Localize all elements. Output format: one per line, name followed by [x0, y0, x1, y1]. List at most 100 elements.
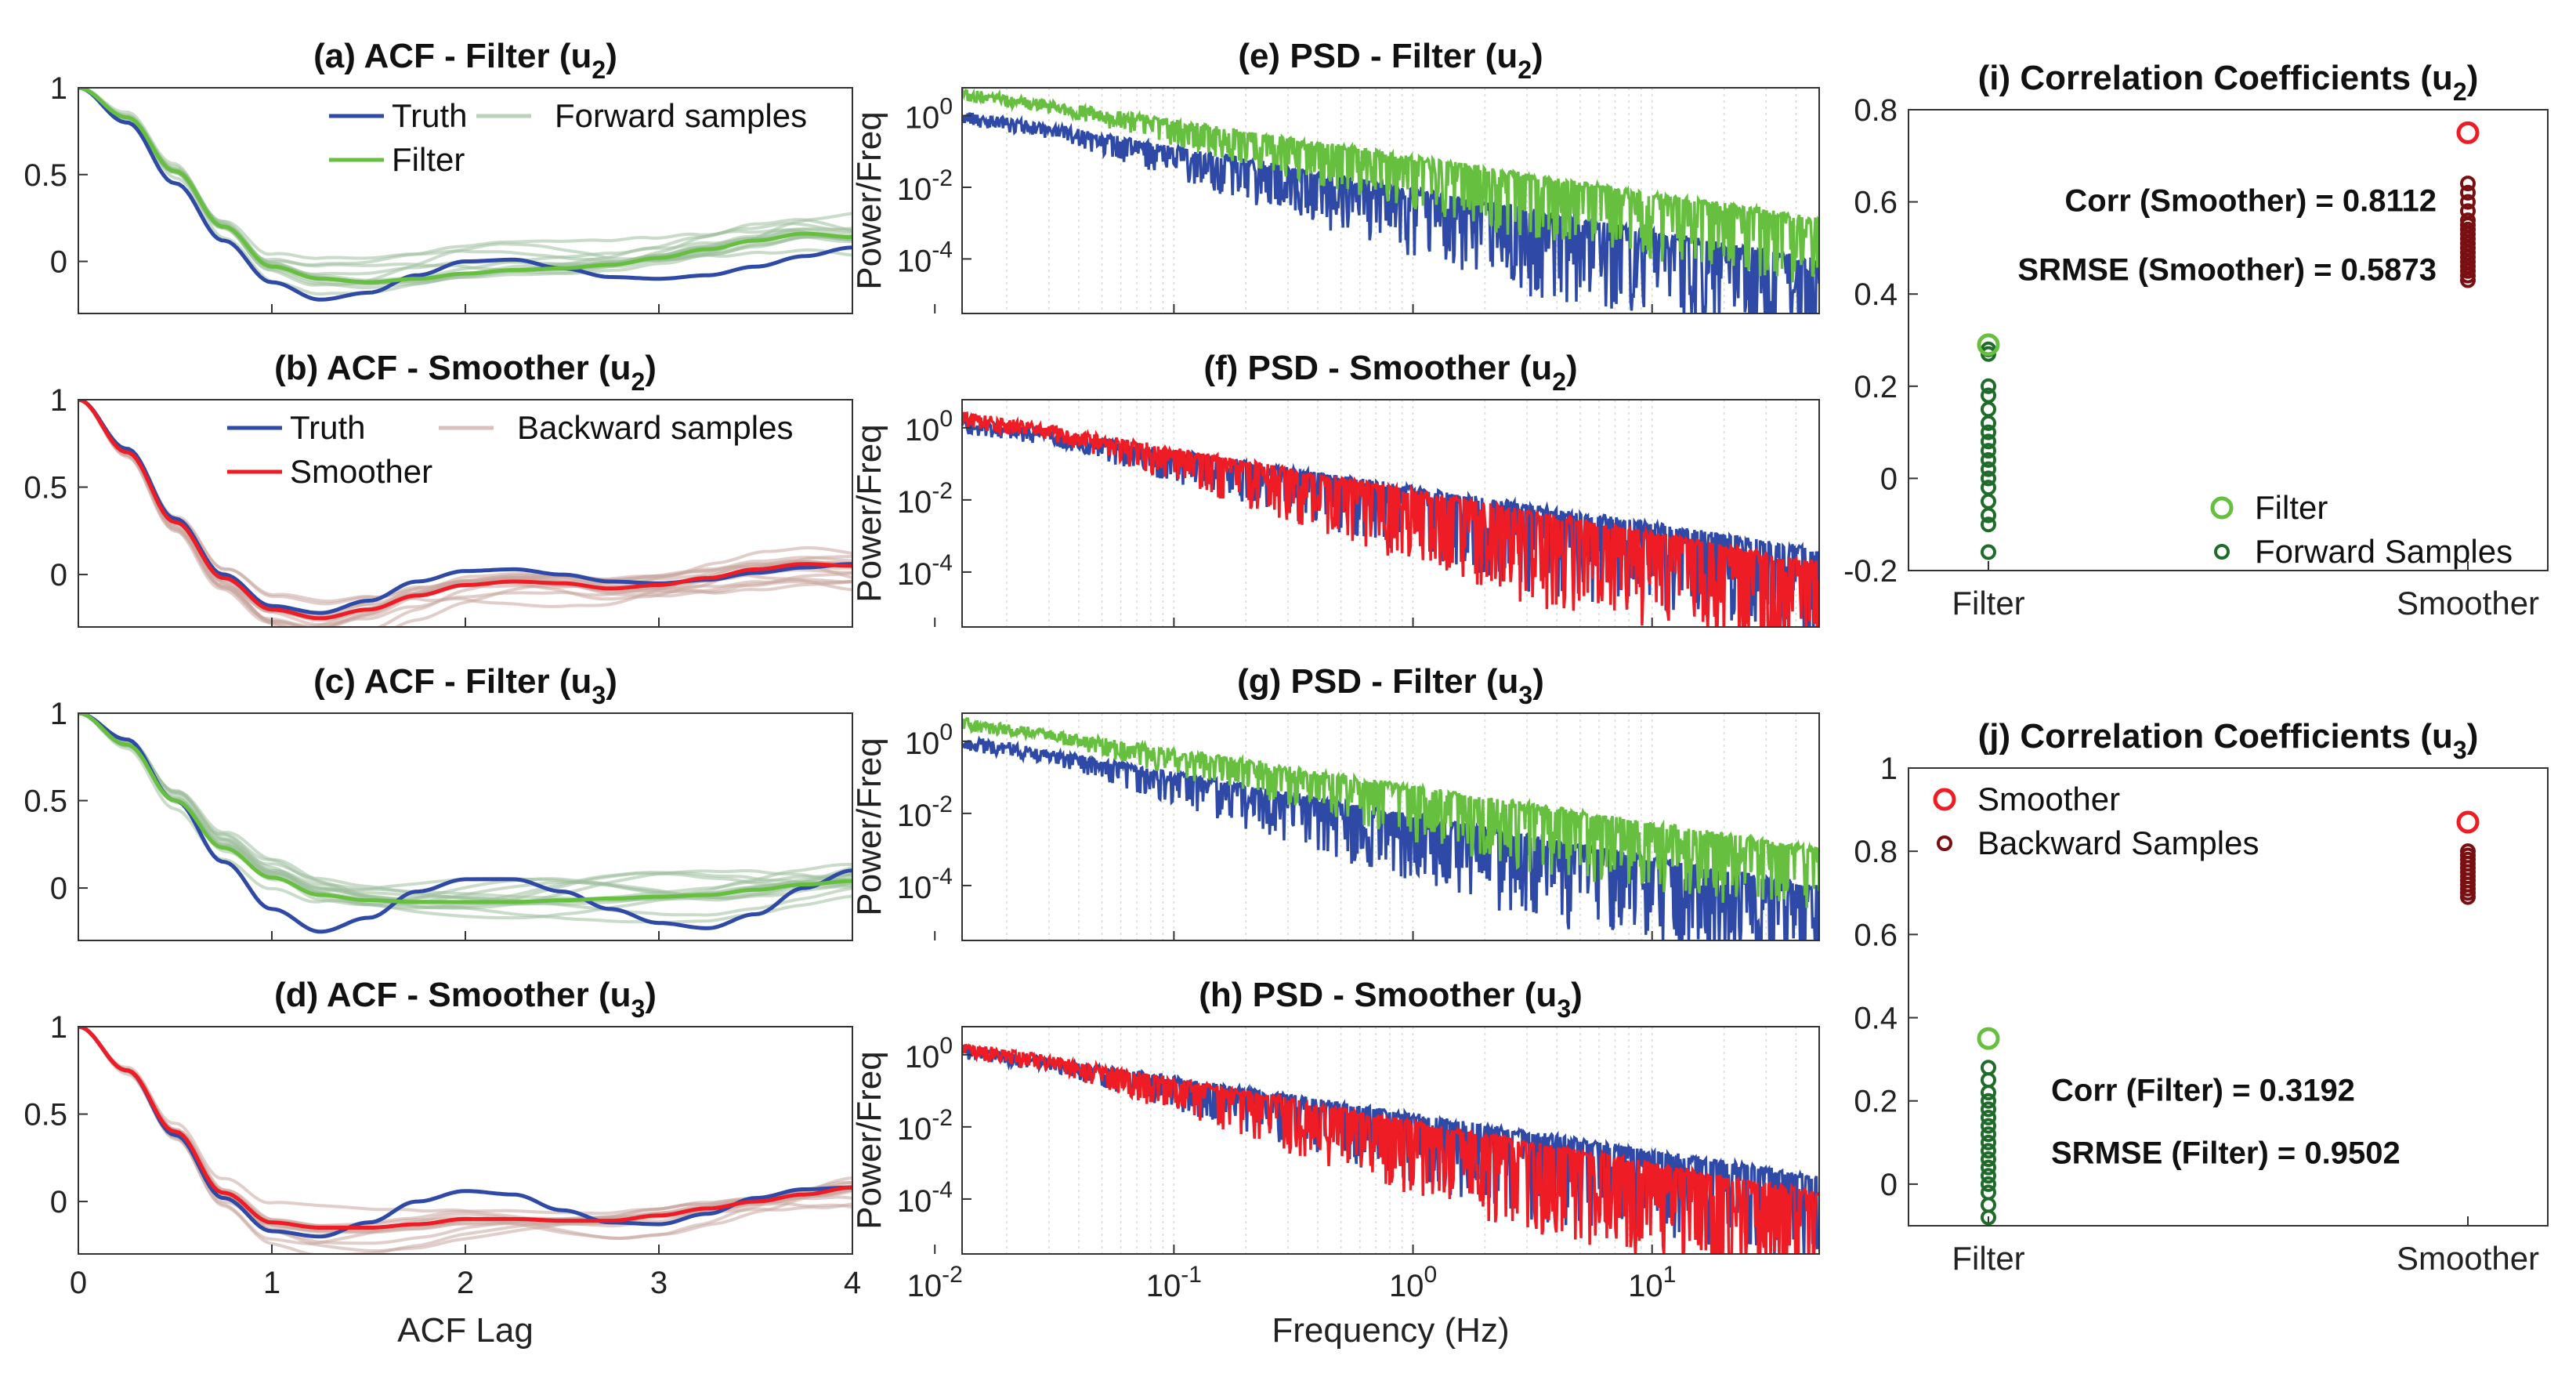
x-tick-label: 0	[70, 1266, 87, 1300]
y-tick-label: 100	[905, 1033, 953, 1074]
title-close: )	[2467, 59, 2479, 97]
plot-lines	[78, 88, 852, 302]
x-tick-label: 4	[844, 1266, 861, 1300]
y-tick-label: 0.2	[1854, 370, 1898, 404]
legend-label-estimate: Filter	[392, 141, 465, 178]
tick-base: 10	[897, 871, 932, 905]
forward-sample-point	[1981, 1101, 1996, 1118]
plot-lines	[962, 88, 1819, 313]
tick-exponent: -4	[932, 1177, 953, 1203]
backward-sample-point	[2460, 176, 2476, 192]
tick-exponent: 0	[939, 719, 953, 745]
plot-lines	[962, 717, 1819, 940]
y-tick-label: 0.5	[24, 471, 67, 506]
tick-base: 10	[905, 1040, 940, 1074]
forward-sample-point	[1981, 1118, 1996, 1134]
title-close: )	[1532, 662, 1544, 701]
panel-title-d: (d) ACF - Smoother (u3)	[274, 976, 657, 1023]
forward-sample-point	[1981, 451, 1996, 468]
annotation-corr: Corr (Smoother) = 0.8112	[2064, 183, 2437, 218]
legend-marker-samples	[2214, 544, 2230, 560]
tick-base: 10	[907, 1269, 942, 1303]
title-subscript: 2	[631, 368, 645, 396]
plot-lines	[962, 411, 1819, 627]
x-axis-label: Frequency (Hz)	[1272, 1311, 1509, 1350]
tick-exponent: -2	[932, 478, 953, 504]
series-line-filter	[78, 88, 852, 284]
legend-label-estimate: Smoother	[1977, 781, 2120, 817]
forward-sample-point	[1981, 443, 1996, 459]
legend: Smoother Backward Samples	[1933, 781, 2259, 861]
axes-frame	[1908, 109, 2549, 571]
series-line-truth	[78, 88, 852, 302]
axes-frame	[961, 87, 1820, 314]
legend-label-samples: Backward samples	[517, 409, 793, 446]
y-tick-label: 0	[50, 1185, 67, 1219]
legend: Truth Filter Forward samples	[329, 97, 807, 178]
title-main: (f) PSD - Smoother (u	[1203, 349, 1552, 387]
y-tick-label: 0	[50, 871, 67, 906]
y-tick-label: 10-2	[897, 478, 953, 520]
title-close: )	[1532, 37, 1543, 75]
sample-line	[78, 713, 852, 910]
tick-base: 10	[897, 485, 932, 520]
tick-base: 10	[905, 727, 940, 761]
axes-frame	[78, 87, 853, 314]
y-tick-label: 0.6	[1854, 186, 1898, 220]
series-line-truth	[78, 713, 852, 934]
tick-exponent: 0	[939, 406, 953, 432]
y-tick-label: 0.5	[24, 785, 67, 819]
y-tick-label: 0.4	[1854, 277, 1898, 312]
tick-exponent: -2	[932, 165, 953, 191]
forward-sample-point	[1981, 1159, 1996, 1176]
series-line-filter	[962, 88, 1819, 283]
plot-lines	[78, 1027, 852, 1254]
forward-sample-point	[1981, 1109, 1996, 1125]
tick-exponent: 1	[1663, 1262, 1677, 1288]
title-subscript: 3	[592, 681, 606, 709]
title-close: )	[645, 976, 657, 1014]
forward-sample-point	[1981, 1085, 1996, 1101]
legend-label-samples: Backward Samples	[1977, 824, 2259, 861]
tick-exponent: 0	[939, 94, 953, 120]
y-tick-label: 0	[50, 245, 67, 280]
x-tick-label: 10-1	[1146, 1262, 1202, 1303]
filter-point	[1977, 1027, 2000, 1050]
title-close: )	[1571, 976, 1583, 1014]
y-tick-label: 0.2	[1854, 1085, 1898, 1119]
title-main: (c) ACF - Filter (u	[313, 662, 592, 701]
legend-label-estimate: Smoother	[290, 453, 432, 490]
tick-base: 10	[1389, 1269, 1424, 1303]
tick-base: 10	[897, 557, 932, 592]
title-main: (b) ACF - Smoother (u	[274, 349, 631, 387]
tick-exponent: -4	[932, 864, 953, 890]
forward-sample-point	[1981, 1176, 1996, 1192]
y-tick-label: 0.5	[24, 1098, 67, 1132]
y-tick-label: 0	[1880, 1168, 1898, 1202]
tick-base: 10	[897, 172, 932, 207]
panel-title-e: (e) PSD - Filter (u2)	[1238, 37, 1543, 84]
y-tick-label: 1	[50, 697, 67, 731]
corr-panel-i: 0.8 0.6 0.4 0.2 0 -0.2 Filter Smoother Filter For…	[1843, 93, 2548, 621]
title-main: (j) Correlation Coefficients (u	[1978, 717, 2453, 756]
title-subscript: 2	[1518, 56, 1532, 84]
acf-panel-a: 1 0.5 0 Truth Filter Forward samples	[24, 71, 853, 313]
annotation-srmse: SRMSE (Smoother) = 0.5873	[2017, 253, 2437, 288]
axes-frame	[78, 399, 853, 628]
y-tick-label: 0.6	[1854, 918, 1898, 952]
plot-lines	[78, 713, 852, 934]
backward-sample-point	[2460, 184, 2476, 201]
x-tick-label: 1	[263, 1266, 280, 1300]
series-line-truth	[78, 1027, 852, 1239]
y-tick-label: 0	[1880, 462, 1898, 496]
forward-sample-point	[1981, 1151, 1996, 1168]
panel-title-g: (g) PSD - Filter (u3)	[1237, 662, 1544, 709]
forward-sample-point	[1981, 1209, 1996, 1226]
filter-point	[1977, 333, 2000, 357]
tick-base: 10	[897, 1184, 932, 1219]
forward-sample-point	[1981, 516, 1996, 533]
plot-lines	[78, 400, 852, 627]
x-tick-label: 2	[457, 1266, 474, 1300]
